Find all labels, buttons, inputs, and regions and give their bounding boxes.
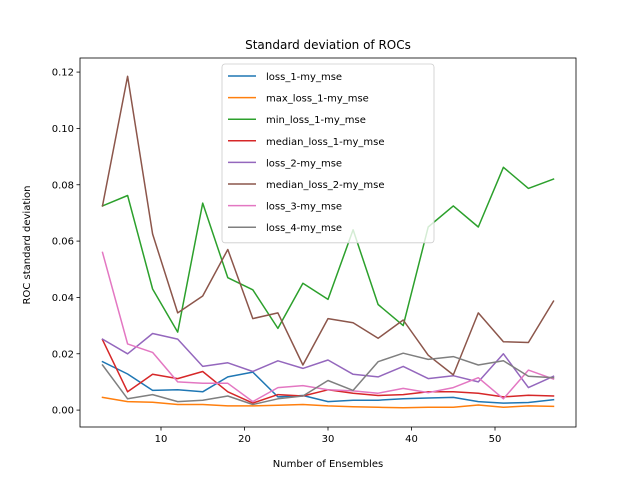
series-line-loss_1-my_mse: [101, 360, 555, 404]
y-tick-label: 0.00: [52, 406, 74, 417]
legend-label: loss_2-my_mse: [266, 158, 342, 169]
x-axis-title: Number of Ensembles: [273, 459, 383, 470]
x-tick-label: 20: [238, 434, 251, 445]
series-line-median_loss_2-my_mse: [101, 75, 555, 376]
legend: loss_1-my_mse max_loss_1-my_mse min_loss_1…: [221, 63, 435, 244]
y-tick-label: 0.08: [52, 180, 74, 191]
y-axis-title: ROC standard deviation: [22, 186, 33, 305]
series-line-loss_3-my_mse: [101, 251, 555, 403]
series-line-min_loss_1-my_mse: [101, 166, 555, 333]
y-tick-label: 0.06: [52, 237, 74, 248]
axes: 10 20 30 40 50 0.00 0.02 0.04 0.06 0.08 0.10 0.12: [52, 57, 577, 445]
x-tick-label: 50: [489, 434, 502, 445]
series-line-median_loss_1-my_mse: [101, 338, 555, 404]
plot-area: [101, 75, 555, 409]
legend-label: min_loss_1-my_mse: [266, 115, 366, 126]
legend-label: loss_1-my_mse: [266, 72, 342, 83]
x-tick-label: 40: [405, 434, 418, 445]
legend-label: loss_3-my_mse: [266, 202, 342, 213]
y-tick-label: 0.10: [52, 124, 74, 135]
series-line-loss_2-my_mse: [101, 332, 555, 389]
chart-title: Standard deviation of ROCs: [245, 38, 411, 52]
x-tick-label: 10: [155, 434, 168, 445]
y-tick-label: 0.02: [52, 349, 74, 360]
legend-label: loss_4-my_mse: [266, 223, 342, 234]
legend-label: median_loss_1-my_mse: [266, 137, 385, 148]
y-tick-label: 0.04: [52, 293, 74, 304]
legend-box: [221, 63, 435, 244]
x-tick-label: 30: [322, 434, 335, 445]
legend-label: median_loss_2-my_mse: [266, 180, 385, 191]
y-tick-label: 0.12: [52, 68, 74, 79]
series-line-loss_4-my_mse: [101, 352, 555, 406]
legend-label: max_loss_1-my_mse: [266, 94, 369, 105]
series-line-max_loss_1-my_mse: [101, 396, 555, 409]
